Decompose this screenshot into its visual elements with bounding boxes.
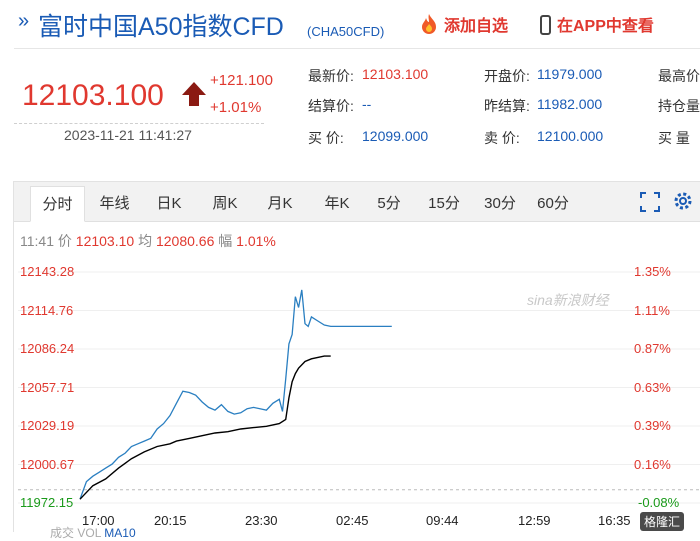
tab-4[interactable]: 月K <box>267 195 293 212</box>
ma10-label: MA10 <box>104 526 136 540</box>
phone-icon <box>540 15 551 35</box>
x-tick: 16:35 <box>598 513 631 528</box>
y-left-tick: 12000.67 <box>20 456 75 472</box>
open-in-app-label: 在APP中查看 <box>557 18 654 35</box>
info-price-label: 价 <box>57 233 72 249</box>
chart-info-line: 11:41 价 12103.10 均 12080.66 幅 1.01% <box>20 231 276 251</box>
quote-value: 12099.000 <box>362 128 429 144</box>
y-left-tick: 12086.24 <box>20 341 75 356</box>
info-amp: 1.01% <box>236 233 276 249</box>
average-line <box>79 355 331 500</box>
info-time: 11:41 <box>20 233 54 249</box>
settings-icon[interactable] <box>672 190 694 212</box>
y-left-tick: 11972.15 <box>20 495 74 510</box>
x-tick: 17:00 <box>82 513 115 528</box>
flame-icon <box>422 14 436 34</box>
x-tick: 09:44 <box>426 513 459 528</box>
quote-label: 昨结算: <box>484 98 530 114</box>
last-price: 12103.100 <box>22 79 164 112</box>
volume-strip: 成交 VOL MA10 <box>50 524 136 541</box>
quote-label: 开盘价: <box>484 68 530 84</box>
y-left-tick: 12029.19 <box>20 418 75 433</box>
quote-label: 结算价: <box>308 98 354 114</box>
page-title: 富时中国A50指数CFD <box>38 13 284 41</box>
y-left-tick: 12057.71 <box>20 379 75 395</box>
x-tick: 23:30 <box>245 513 278 528</box>
symbol-code: (CHA50CFD) <box>307 24 385 39</box>
tab-0[interactable]: 分时 <box>30 186 85 222</box>
y-right-tick: 0.63% <box>634 379 671 395</box>
y-right-tick: -0.08% <box>638 495 680 510</box>
quote-value: 11979.000 <box>537 66 603 82</box>
open-in-app-button[interactable]: 在APP中查看 <box>540 12 654 36</box>
y-right-tick: 1.11% <box>634 302 670 318</box>
quote-timestamp: 2023-11-21 11:41:27 <box>64 127 192 143</box>
watermark: sina新浪财经 <box>527 292 609 308</box>
add-favorite-button[interactable]: 添加自选 <box>418 12 508 36</box>
x-tick: 02:45 <box>336 513 369 528</box>
price-change-percent: +1.01% <box>210 99 262 116</box>
quote-label: 买 价: <box>308 130 344 146</box>
quote-value: 12103.100 <box>362 66 429 82</box>
tab-7[interactable]: 15分 <box>428 195 460 212</box>
info-price: 12103.10 <box>75 233 135 249</box>
tab-5[interactable]: 年K <box>324 195 350 212</box>
y-left-tick: 12143.28 <box>20 264 75 279</box>
quote-value: 12100.000 <box>537 128 604 144</box>
tab-6[interactable]: 5分 <box>377 195 401 212</box>
quote-label: 卖 价: <box>484 130 520 146</box>
quote-label: 买 量 <box>658 130 690 146</box>
quote-label: 最新价: <box>308 68 354 84</box>
info-avg: 12080.66 <box>155 233 215 249</box>
quote-value: -- <box>362 96 372 112</box>
y-right-tick: 0.87% <box>634 341 671 356</box>
price-line <box>79 289 392 500</box>
vol-label: VOL <box>77 526 101 540</box>
y-right-tick: 1.35% <box>634 264 671 279</box>
tab-1[interactable]: 年线 <box>99 195 130 212</box>
info-amp-label: 幅 <box>218 233 233 249</box>
chart-panel <box>13 181 700 532</box>
quote-value: 11982.000 <box>537 96 603 112</box>
price-change: +121.100 <box>210 72 273 89</box>
quote-label: 持仓量 <box>658 98 700 114</box>
volume-label: 成交 <box>50 526 75 540</box>
chart-tabs <box>14 182 700 222</box>
divider <box>14 48 700 49</box>
divider <box>14 123 264 124</box>
tab-9[interactable]: 60分 <box>537 195 569 212</box>
double-chevron-icon: » <box>18 10 30 32</box>
title-bar: » 富时中国A50指数CFD (CHA50CFD) 添加自选 在APP中查看 <box>0 0 700 48</box>
up-arrow-icon <box>182 82 206 106</box>
quote-label: 最高价 <box>658 68 700 84</box>
x-tick: 12:59 <box>518 513 551 528</box>
add-favorite-label: 添加自选 <box>444 18 509 35</box>
tab-2[interactable]: 日K <box>156 195 182 212</box>
info-avg-label: 均 <box>138 233 153 249</box>
tab-3[interactable]: 周K <box>212 195 238 212</box>
y-left-tick: 12114.76 <box>20 302 74 318</box>
x-tick: 20:15 <box>154 513 187 528</box>
y-right-tick: 0.39% <box>634 418 671 433</box>
tab-8[interactable]: 30分 <box>484 195 516 212</box>
fullscreen-icon[interactable] <box>640 192 660 212</box>
brand-watermark: 格隆汇 <box>640 512 685 531</box>
y-right-tick: 0.16% <box>634 456 671 472</box>
